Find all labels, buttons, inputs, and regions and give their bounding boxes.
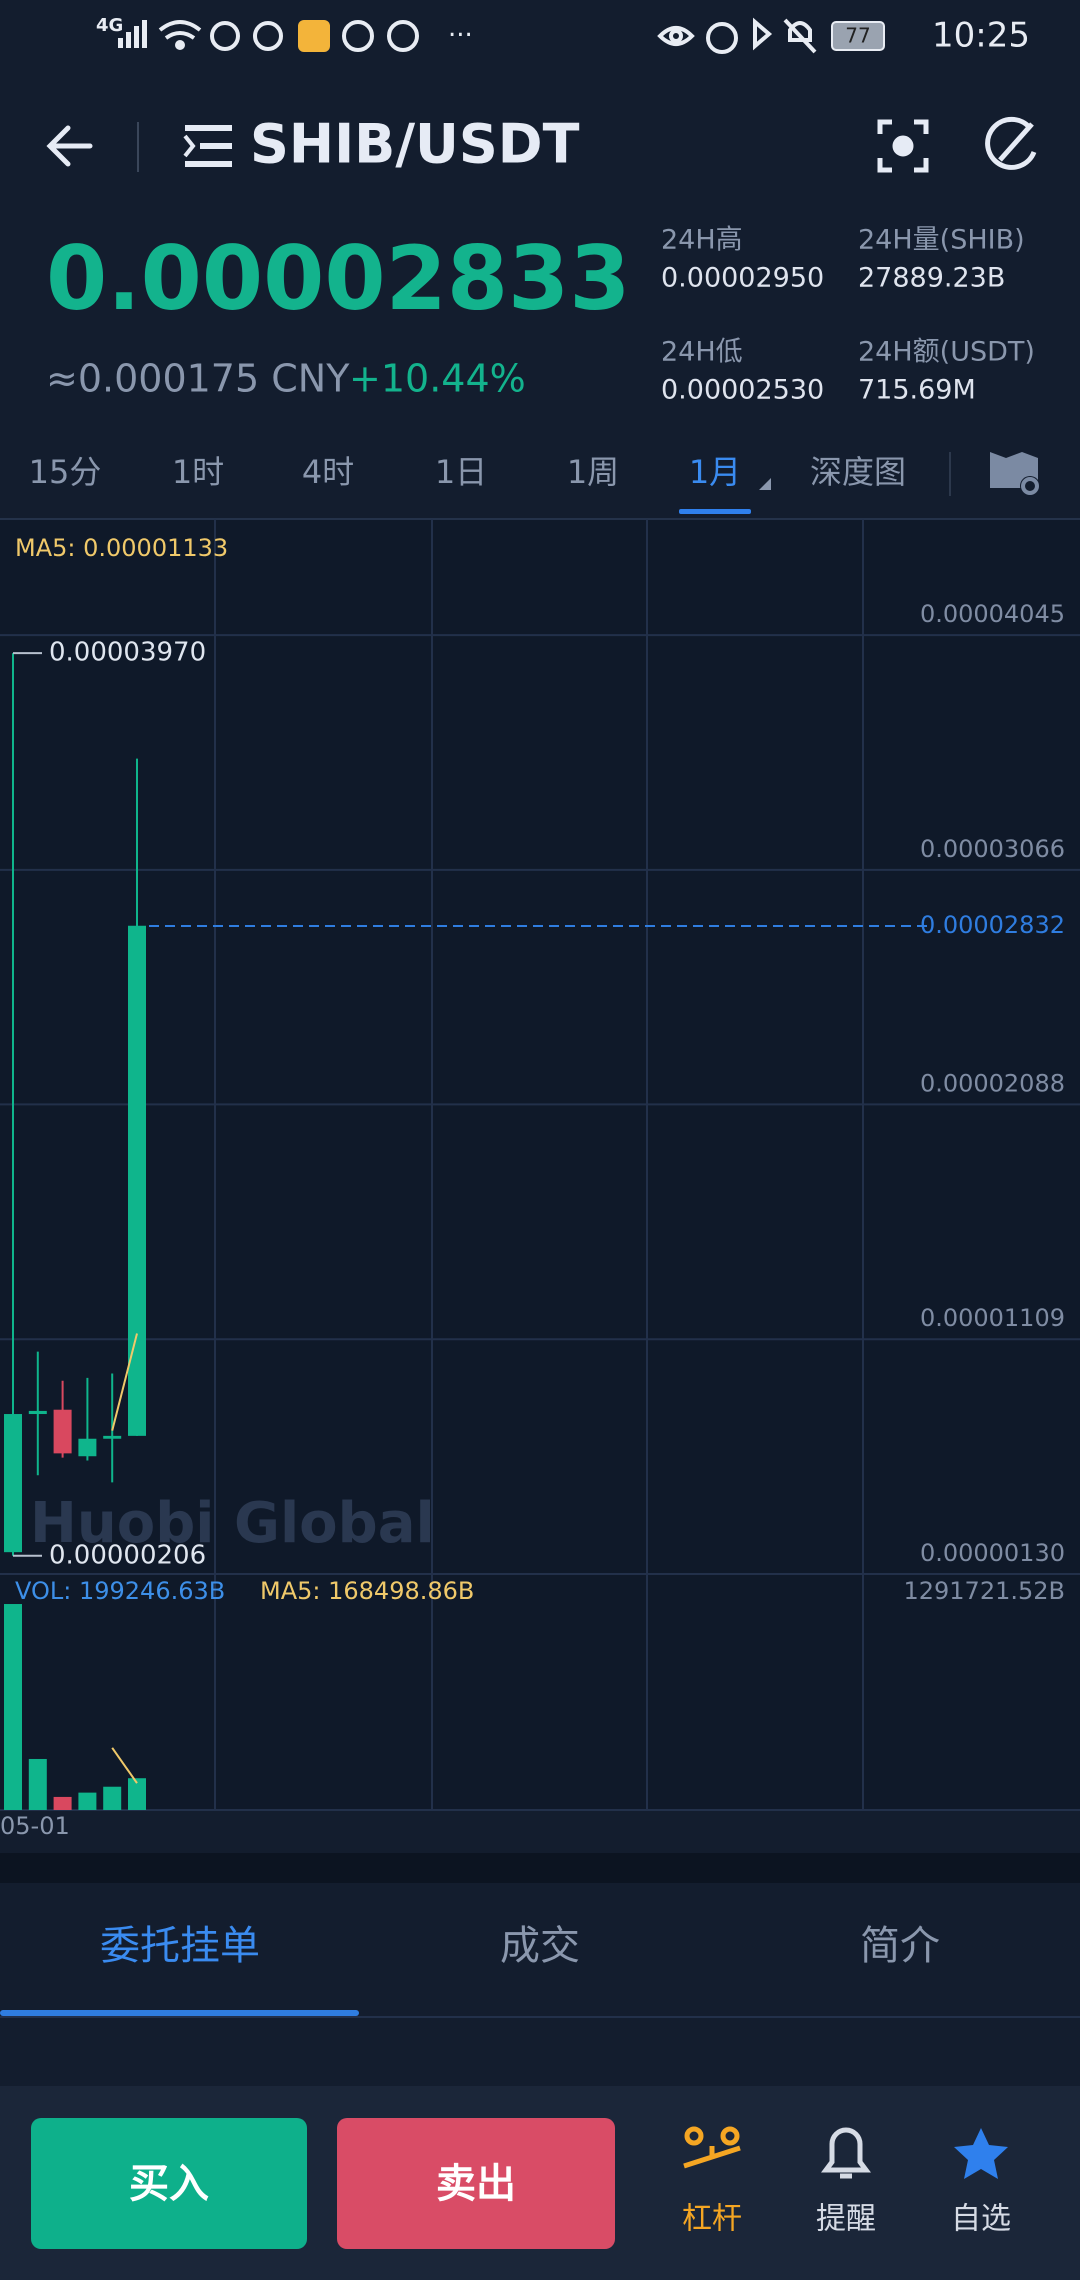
back-button[interactable] — [46, 125, 93, 167]
period-dropdown — [759, 478, 771, 490]
y-tick-label: 0.00001109 — [920, 1304, 1065, 1332]
volume-bar — [78, 1792, 97, 1810]
watermark: Huobi Global — [30, 1491, 435, 1556]
y-tick-label: 0.00002088 — [920, 1069, 1065, 1097]
volume-bar — [28, 1758, 47, 1810]
x-tick-label: 05-01 — [0, 1812, 70, 1840]
tab-underline — [0, 2010, 359, 2016]
candle-body — [53, 1409, 72, 1454]
period-tab[interactable]: 1时 — [172, 453, 224, 491]
tab[interactable]: 委托挂单 — [100, 1923, 260, 1969]
high-label: 0.00003970 — [49, 638, 206, 668]
tools: 杠杆 提醒 自选 — [682, 2202, 1011, 2237]
buy-button[interactable] — [31, 2118, 307, 2249]
change: +10.44% — [349, 357, 526, 401]
stat-value: 0.00002530 — [661, 375, 824, 406]
tool-label[interactable]: 自选 — [951, 2202, 1011, 2237]
y-tick-label: 0.00000130 — [920, 1539, 1065, 1567]
vertical-grid — [0, 519, 1080, 1811]
period-tab[interactable]: 1日 — [435, 453, 487, 491]
leverage-icon[interactable] — [683, 2126, 741, 2169]
y-tick-label: 1291721.52B — [903, 1577, 1065, 1605]
sell-button[interactable] — [337, 2118, 615, 2249]
last-price: 0.00002833 — [46, 227, 631, 330]
volume-bar — [103, 1786, 122, 1810]
separator — [0, 1853, 1080, 1883]
tool-label[interactable]: 提醒 — [816, 2202, 876, 2237]
period-tab[interactable]: 15分 — [29, 453, 102, 491]
y-tick-label: 0.00004045 — [920, 600, 1065, 628]
tab[interactable]: 简介 — [860, 1923, 940, 1969]
signal-icon — [118, 20, 147, 48]
y-tick-label: 0.00003066 — [920, 835, 1065, 863]
period-tab[interactable]: 1月 — [689, 453, 741, 491]
candle-body — [103, 1435, 122, 1439]
clock: 10:25 — [932, 16, 1030, 56]
ma-line — [111, 1333, 138, 1431]
status-icons — [158, 17, 817, 54]
stat-value: 0.00002950 — [661, 263, 824, 294]
periods: 15分 1时 4时 1日 1周 1月 深度图 — [29, 453, 906, 514]
vol-ma-label: MA5: 168498.86B — [260, 1577, 474, 1605]
battery-level: 77 — [845, 24, 870, 48]
buy-label[interactable]: 买入 — [129, 2161, 209, 2207]
stat-value: 715.69M — [858, 375, 976, 406]
cny-price: ≈0.000175 CNY — [46, 357, 350, 401]
volume-bar — [4, 1604, 22, 1810]
candle-body — [28, 1410, 47, 1415]
alert-icon[interactable] — [821, 2127, 871, 2179]
last-price-label: 0.00002832 — [920, 911, 1065, 939]
chart: 0.00000130 0.00001109 0.00002088 0.00003066… — [0, 534, 1080, 1840]
network: 4G — [96, 15, 123, 36]
tabs: 委托挂单 成交 简介 — [0, 1923, 940, 2016]
tool-label[interactable]: 杠杆 — [682, 2202, 742, 2237]
stat-value: 27889.23B — [858, 263, 1005, 294]
sell-label[interactable]: 卖出 — [436, 2161, 516, 2207]
favorite-icon[interactable] — [954, 2128, 1008, 2179]
low-label: 0.00000206 — [49, 1540, 206, 1570]
more: ··· — [448, 21, 473, 51]
chart-pane — [0, 519, 1080, 1810]
volume-bar — [53, 1796, 72, 1810]
share-button[interactable] — [985, 116, 1037, 170]
volume-bar — [128, 1778, 146, 1810]
tab[interactable]: 成交 — [500, 1923, 580, 1969]
stat-label: 24H量(SHIB) — [858, 225, 1025, 256]
candle-body — [128, 925, 146, 1436]
ma-label: MA5: 0.00001133 — [15, 534, 228, 562]
vol-label: VOL: 199246.63B — [15, 1577, 225, 1605]
chart-settings[interactable] — [990, 452, 1040, 496]
candle-body — [4, 1414, 22, 1553]
stats: 24H高 0.00002950 24H量(SHIB) 27889.23B 24H低 0.0… — [661, 225, 1035, 406]
pair-title: SHIB/USDT — [250, 113, 580, 176]
period-tab[interactable]: 1周 — [567, 453, 619, 491]
stat-label: 24H低 — [661, 337, 743, 368]
period-underline — [679, 509, 751, 514]
menu-icon[interactable] — [183, 125, 232, 167]
screenshot-button[interactable] — [877, 119, 929, 173]
battery — [831, 21, 885, 51]
ma-line — [111, 1747, 138, 1784]
stat-label: 24H额(USDT) — [858, 337, 1035, 368]
stat-label: 24H高 — [661, 225, 743, 256]
period-tab[interactable]: 4时 — [302, 453, 354, 491]
candle-body — [78, 1438, 97, 1457]
period-tab[interactable]: 深度图 — [810, 453, 906, 491]
